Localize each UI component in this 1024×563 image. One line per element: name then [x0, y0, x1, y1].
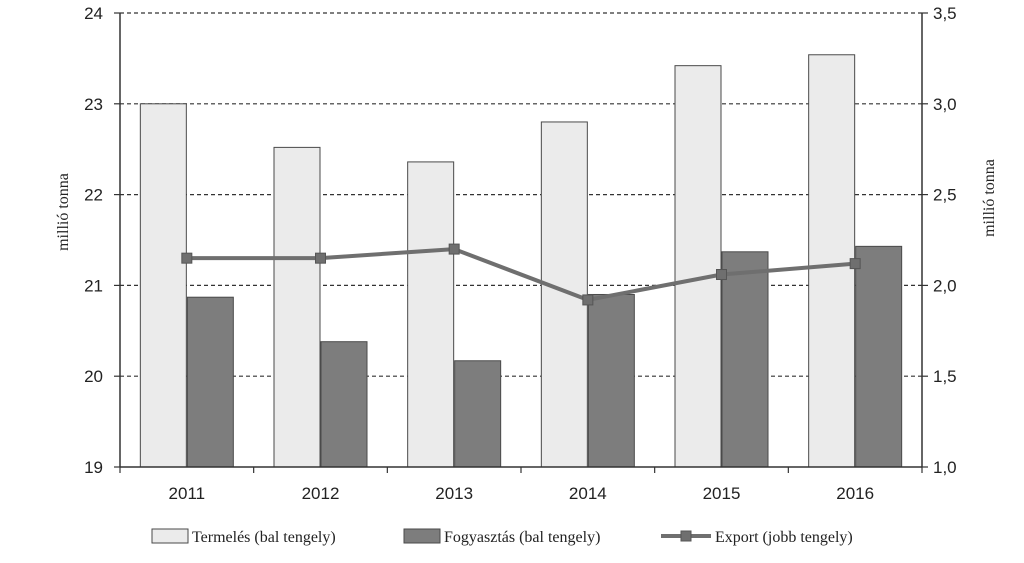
- legend-swatch: [403, 528, 441, 544]
- y-tick-label-left: 22: [84, 186, 103, 205]
- legend-label: Export (jobb tengely): [715, 529, 853, 546]
- y-tick-label-right: 3,5: [933, 4, 957, 23]
- y-tick-label-right: 1,5: [933, 367, 957, 386]
- x-tick-label: 2014: [569, 484, 607, 503]
- x-tick-label: 2013: [435, 484, 473, 503]
- export-marker: [582, 294, 594, 306]
- bars: [139, 54, 903, 468]
- bar: [674, 65, 722, 468]
- legend-label: Fogyasztás (bal tengely): [444, 529, 600, 546]
- bar: [540, 121, 588, 468]
- x-tick-label: 2015: [703, 484, 741, 503]
- bar: [721, 251, 769, 468]
- y-tick-label-right: 1,0: [933, 458, 957, 477]
- legend-swatch: [151, 528, 189, 544]
- export-marker: [315, 252, 326, 264]
- bar: [855, 245, 903, 468]
- bar: [407, 161, 455, 468]
- x-tick-label: 2012: [302, 484, 340, 503]
- axes: [114, 12, 928, 473]
- y-tick-label-right: 2,5: [933, 186, 957, 205]
- bar: [273, 146, 321, 468]
- legend-label: Termelés (bal tengely): [192, 529, 336, 546]
- legend-marker: [680, 530, 692, 542]
- export-line-path: [186, 247, 856, 302]
- y-tick-label-right: 2,0: [933, 276, 957, 295]
- bar: [320, 341, 368, 468]
- y-tick-label-left: 21: [84, 276, 103, 295]
- y-tick-label-right: 3,0: [933, 95, 957, 114]
- export-marker: [448, 243, 460, 255]
- gridlines: [120, 12, 922, 377]
- bar: [139, 103, 187, 468]
- tick-labels: 19 20 21 22 23 24 1,0 1,5 2,0 2,5 3,0 3,5 2011 2012 20…: [84, 4, 957, 503]
- bar: [454, 360, 502, 468]
- y-axis-title-left: millió tonna: [55, 173, 72, 251]
- x-tick-label: 2016: [836, 484, 874, 503]
- export-line: [181, 243, 861, 306]
- y-tick-label-left: 20: [84, 367, 103, 386]
- y-axis-title-right: millió tonna: [981, 159, 998, 237]
- legend: Termelés (bal tengely) Fogyasztás (bal te…: [151, 528, 853, 546]
- bar: [186, 296, 234, 468]
- y-tick-label-left: 19: [84, 458, 103, 477]
- bar: [808, 54, 856, 468]
- y-tick-label-left: 23: [84, 95, 103, 114]
- x-tick-label: 2011: [169, 484, 206, 503]
- export-marker: [181, 252, 193, 264]
- bar: [587, 293, 635, 468]
- y-tick-label-left: 24: [84, 4, 103, 23]
- export-marker: [849, 258, 861, 270]
- export-marker: [716, 269, 727, 281]
